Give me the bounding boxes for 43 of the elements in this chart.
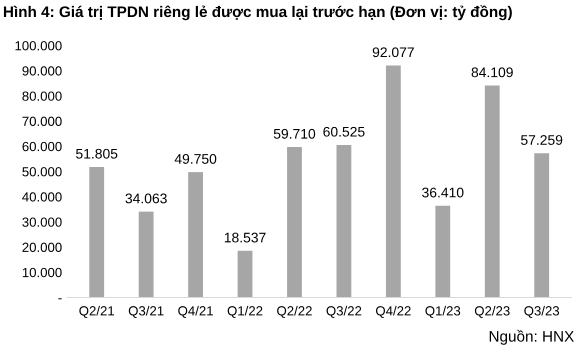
bar <box>484 86 500 298</box>
x-tick-label: Q1/22 <box>228 306 262 318</box>
y-tick-label: 90.000 <box>22 66 62 76</box>
y-tick-label: 80.000 <box>22 91 62 101</box>
chart-title: Hình 4: Giá trị TPDN riêng lẻ được mua lại trước hạn (Đơn vị: tỷ đồng) <box>4 5 512 20</box>
bar <box>89 166 104 298</box>
x-tick-label: Q1/23 <box>425 306 460 318</box>
y-tick-label: 40.000 <box>22 192 62 202</box>
x-tick-label: Q2/22 <box>277 306 312 318</box>
y-tick-label: 30.000 <box>22 217 62 227</box>
data-label: 84.109 <box>472 67 513 78</box>
bar <box>534 153 550 298</box>
x-tick-label: Q3/21 <box>128 306 164 318</box>
y-tick-label: 70.000 <box>22 116 62 126</box>
x-tick-label: Q3/23 <box>524 306 560 318</box>
y-tick-label: 20.000 <box>22 242 62 252</box>
x-tick-label: Q2/21 <box>79 306 114 318</box>
y-tick-label: 60.000 <box>22 142 62 152</box>
x-tick-label: Q4/21 <box>178 306 213 318</box>
data-label: 51.805 <box>76 148 118 159</box>
data-label: 36.410 <box>422 188 464 198</box>
y-tick-label: 100.000 <box>16 41 62 50</box>
data-label: 34.063 <box>125 194 167 204</box>
bar <box>336 144 352 298</box>
bar <box>138 212 154 298</box>
x-tick-label: Q3/22 <box>326 306 362 318</box>
bar <box>386 65 401 298</box>
data-label: 92.077 <box>372 47 414 58</box>
x-tick-label: Q2/23 <box>474 306 510 318</box>
bar <box>188 172 204 298</box>
data-label: 57.259 <box>520 135 562 145</box>
text: Nguồn: HNX <box>490 330 574 345</box>
y-tick-label: 10.000 <box>22 268 62 278</box>
x-tick-label: Q4/22 <box>376 306 411 318</box>
data-label: 18.537 <box>224 232 266 242</box>
data-label: 59.710 <box>274 128 316 139</box>
y-tick-label: - <box>58 298 62 300</box>
y-tick-label: 50.000 <box>22 167 62 176</box>
bar <box>238 250 252 298</box>
bar <box>287 147 302 298</box>
bar <box>435 206 450 298</box>
data-label: 49.750 <box>174 154 216 164</box>
data-label: 60.525 <box>323 126 365 137</box>
